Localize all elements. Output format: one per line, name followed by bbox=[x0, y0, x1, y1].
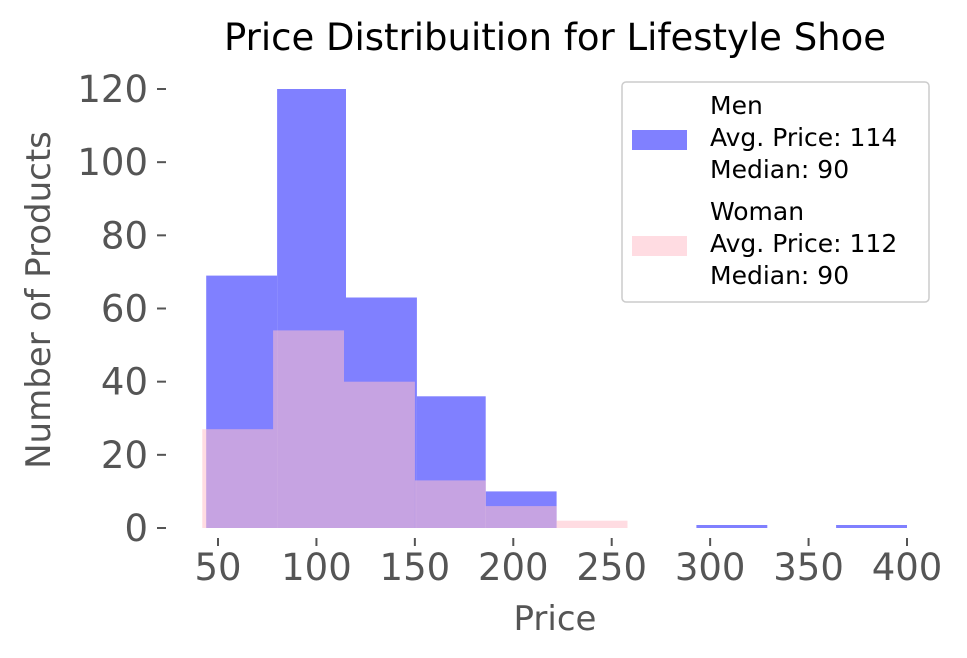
x-axis: 50 100 150 200 250 300 350 400 bbox=[194, 538, 942, 589]
legend-label: Avg. Price: 114 bbox=[710, 123, 897, 152]
x-tick-label: 300 bbox=[675, 546, 746, 589]
plot-area bbox=[202, 89, 907, 528]
bar-woman-0 bbox=[202, 429, 274, 528]
x-tick-label: 350 bbox=[773, 546, 844, 589]
y-axis-label: Number of Products bbox=[19, 131, 59, 469]
y-tick-label: 80 bbox=[101, 214, 148, 257]
legend-label: Woman bbox=[710, 197, 804, 226]
y-tick-label: 40 bbox=[101, 361, 148, 404]
legend-swatch-woman bbox=[632, 236, 687, 256]
y-tick-label: 120 bbox=[77, 68, 148, 111]
x-tick-label: 200 bbox=[478, 546, 549, 589]
x-tick-label: 150 bbox=[380, 546, 451, 589]
chart-title: Price Distribuition for Lifestyle Shoe bbox=[224, 16, 886, 59]
legend-swatch-men bbox=[632, 130, 687, 150]
bar-woman-1 bbox=[273, 330, 344, 528]
bar-men-9 bbox=[836, 525, 907, 528]
x-tick-label: 100 bbox=[281, 546, 352, 589]
y-tick-label: 60 bbox=[101, 288, 148, 331]
bar-woman-4 bbox=[485, 506, 557, 528]
legend: Men Avg. Price: 114 Median: 90 Woman Avg. Pr… bbox=[621, 81, 930, 303]
x-tick-label: 400 bbox=[872, 546, 943, 589]
bar-woman-2 bbox=[344, 381, 415, 528]
y-axis: 0 20 40 60 80 100 120 bbox=[77, 68, 166, 550]
x-tick-label: 250 bbox=[576, 546, 647, 589]
legend-box bbox=[621, 81, 930, 303]
bar-woman-3 bbox=[414, 480, 486, 528]
legend-label: Median: 90 bbox=[710, 155, 849, 184]
bar-men-7 bbox=[696, 525, 768, 528]
legend-label: Median: 90 bbox=[710, 261, 849, 290]
x-axis-label: Price bbox=[514, 599, 597, 639]
legend-label: Men bbox=[710, 91, 763, 120]
series-woman bbox=[202, 330, 628, 528]
legend-label: Avg. Price: 112 bbox=[710, 229, 897, 258]
y-tick-label: 0 bbox=[124, 507, 148, 550]
y-tick-label: 20 bbox=[101, 434, 148, 477]
x-tick-label: 50 bbox=[194, 546, 241, 589]
bar-woman-5 bbox=[556, 520, 628, 528]
y-tick-label: 100 bbox=[77, 141, 148, 184]
